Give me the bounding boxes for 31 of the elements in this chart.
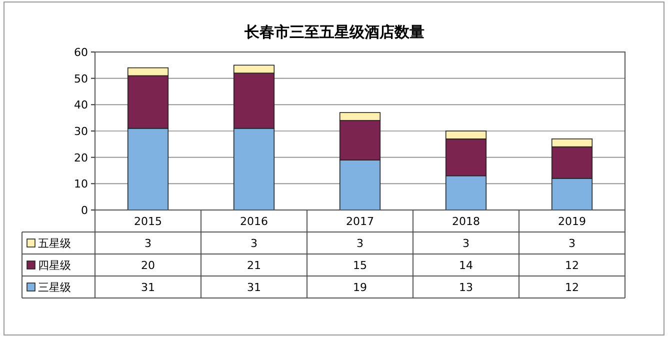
y-tick-label: 20 <box>74 151 88 164</box>
y-tick-label: 50 <box>74 72 88 86</box>
y-tick-label: 60 <box>74 46 88 59</box>
x-tick-label: 2016 <box>240 215 268 228</box>
data-label: 15 <box>353 259 367 272</box>
data-label: 31 <box>141 281 155 294</box>
data-label: 3 <box>462 237 470 250</box>
y-tick-label: 40 <box>74 98 88 112</box>
data-label: 12 <box>565 281 579 294</box>
legend-label: 三星级 <box>38 281 71 294</box>
data-label: 31 <box>247 281 261 294</box>
x-tick-label: 2015 <box>134 215 162 228</box>
y-tick-label: 10 <box>74 178 88 191</box>
data-label: 3 <box>250 237 258 250</box>
x-tick-label: 2018 <box>452 215 480 228</box>
data-label: 12 <box>565 259 579 272</box>
data-label: 3 <box>144 237 152 250</box>
data-label: 3 <box>568 237 576 250</box>
chart-title: 长春市三至五星级酒店数量 <box>244 23 424 41</box>
y-tick-label: 0 <box>81 204 88 217</box>
data-label: 3 <box>356 237 364 250</box>
data-label: 14 <box>459 259 473 272</box>
data-label: 20 <box>141 259 155 272</box>
y-tick-label: 30 <box>74 125 88 138</box>
legend-label: 五星级 <box>38 237 71 250</box>
data-label: 21 <box>247 259 261 272</box>
data-label: 19 <box>353 281 367 294</box>
legend-label: 四星级 <box>38 259 71 272</box>
x-tick-label: 2017 <box>346 215 374 228</box>
data-label: 13 <box>459 281 473 294</box>
x-tick-label: 2019 <box>558 215 586 228</box>
